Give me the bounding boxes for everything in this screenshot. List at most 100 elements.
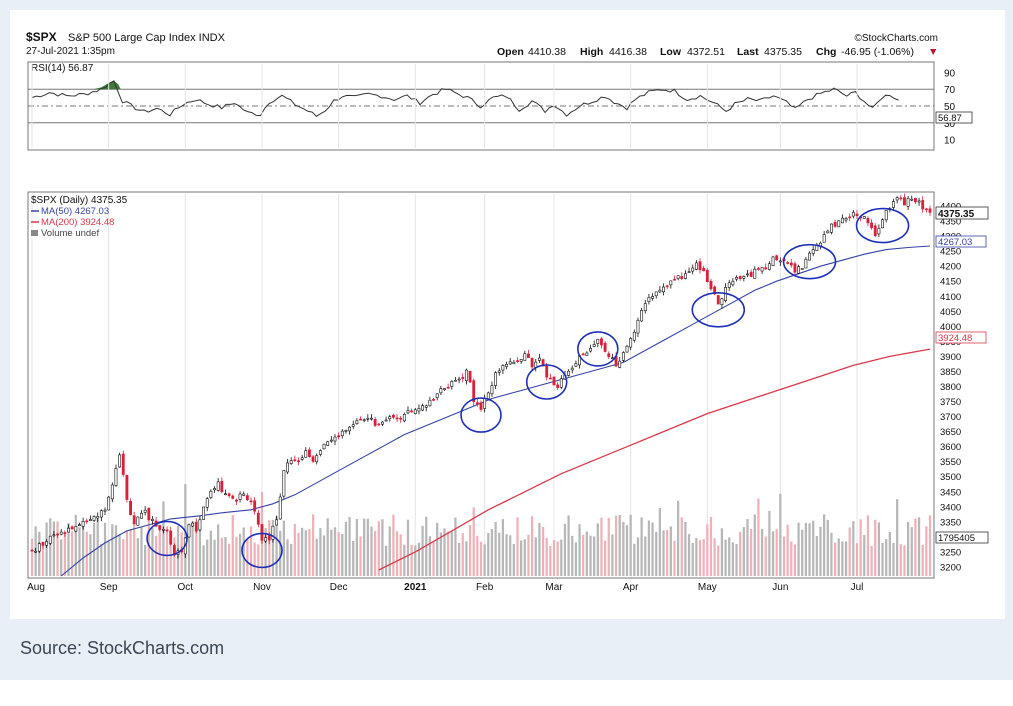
ma200-tag: 3924.48 xyxy=(935,331,987,344)
candle-body xyxy=(454,379,457,382)
volume-bar xyxy=(808,523,811,576)
volume-bar xyxy=(374,530,377,576)
volume-bar xyxy=(702,539,705,576)
price-tick-label: 3500 xyxy=(940,472,961,483)
candle-body xyxy=(289,460,293,464)
volume-bar xyxy=(746,519,749,576)
volume-bar xyxy=(403,544,406,576)
volume-bar xyxy=(476,535,479,576)
volume-bar xyxy=(337,532,340,576)
candle-body xyxy=(632,331,636,341)
candle-body xyxy=(245,495,249,501)
volume-bar xyxy=(582,534,585,576)
candle-body xyxy=(797,266,801,274)
price-tick-label: 4200 xyxy=(940,262,961,273)
volume-bar xyxy=(286,539,289,576)
volume-bar xyxy=(928,515,932,576)
candle-body xyxy=(318,450,322,455)
volume-bar xyxy=(691,542,694,576)
volume-bar xyxy=(202,545,205,576)
volume-bar xyxy=(541,526,545,576)
candle-body xyxy=(107,496,111,511)
x-tick-label: Mar xyxy=(545,582,563,593)
candle-body xyxy=(764,267,768,270)
candle-body xyxy=(234,499,238,502)
volume-bar xyxy=(410,544,413,576)
volume-bar xyxy=(844,541,848,576)
volume-bar xyxy=(209,530,212,576)
candle-body xyxy=(129,500,132,515)
volume-bar xyxy=(589,535,592,576)
low-value: 4372.51 xyxy=(687,46,725,58)
volume-bar xyxy=(684,522,687,576)
candle-body xyxy=(917,200,921,203)
price-tick-label: 4000 xyxy=(940,322,961,333)
volume-bar xyxy=(596,523,599,576)
volume-bar xyxy=(914,518,917,576)
price-tick-label: 3400 xyxy=(940,502,961,513)
candle-body xyxy=(282,470,286,497)
volume-bar xyxy=(253,542,256,576)
volume-bar xyxy=(297,532,300,576)
candle-body xyxy=(359,418,362,421)
volume-bar xyxy=(622,521,625,576)
volume-bar xyxy=(220,537,223,576)
volume-bar xyxy=(56,521,59,576)
candle-body xyxy=(48,535,52,544)
last-price-tag-value: 4375.35 xyxy=(938,209,975,220)
volume-bar xyxy=(443,528,446,576)
volume-bar xyxy=(833,542,837,576)
volume-bar xyxy=(512,543,515,576)
volume-bar xyxy=(819,526,822,576)
volume-bar xyxy=(607,517,610,576)
rsi-line xyxy=(31,80,899,117)
candle-body xyxy=(567,370,571,376)
dip-circle xyxy=(691,292,746,328)
candle-body xyxy=(760,267,764,272)
candle-body xyxy=(384,419,388,422)
candle-body xyxy=(589,348,592,352)
candle-body xyxy=(213,488,216,491)
index-name: S&P 500 Large Cap Index INDX xyxy=(68,32,226,44)
volume-bar xyxy=(169,545,172,576)
candle-body xyxy=(161,529,165,531)
x-tick-label: Apr xyxy=(623,582,639,593)
candle-body xyxy=(523,353,527,361)
dip-circle xyxy=(241,532,283,569)
candle-body xyxy=(767,263,771,270)
volume-bar xyxy=(92,522,96,576)
candle-body xyxy=(581,353,585,356)
volume-bar xyxy=(479,541,483,576)
dip-circle xyxy=(855,207,910,244)
volume-bar xyxy=(687,534,691,576)
volume-bar xyxy=(775,529,778,576)
volume-bar xyxy=(326,518,329,576)
candle-body xyxy=(121,453,125,475)
last-price-tag: 4375.35 xyxy=(935,206,989,220)
candle-body xyxy=(906,198,910,207)
candle-body xyxy=(169,530,173,545)
price-panel-frame xyxy=(27,191,935,579)
rsi-tick-label: 50 xyxy=(944,102,956,113)
volume-bar xyxy=(406,519,410,576)
volume-bar xyxy=(782,536,786,576)
candle-body xyxy=(636,319,640,334)
candle-body xyxy=(683,273,687,279)
candle-body xyxy=(52,534,56,537)
candle-body xyxy=(300,457,304,460)
volume-bar xyxy=(217,524,220,576)
volume-bar xyxy=(71,531,74,576)
candle-body xyxy=(110,484,114,500)
price-tick-label: 4050 xyxy=(940,307,961,318)
volume-bar xyxy=(344,521,348,576)
candle-body xyxy=(461,376,465,379)
candle-body xyxy=(118,454,122,468)
candle-body xyxy=(640,310,644,322)
symbol: $SPX xyxy=(26,30,57,44)
candle-body xyxy=(786,262,790,264)
candle-body xyxy=(694,262,698,270)
candle-body xyxy=(658,289,662,293)
volume-bar xyxy=(264,528,267,576)
volume-bar xyxy=(899,544,902,576)
high-value: 4416.38 xyxy=(609,46,647,58)
